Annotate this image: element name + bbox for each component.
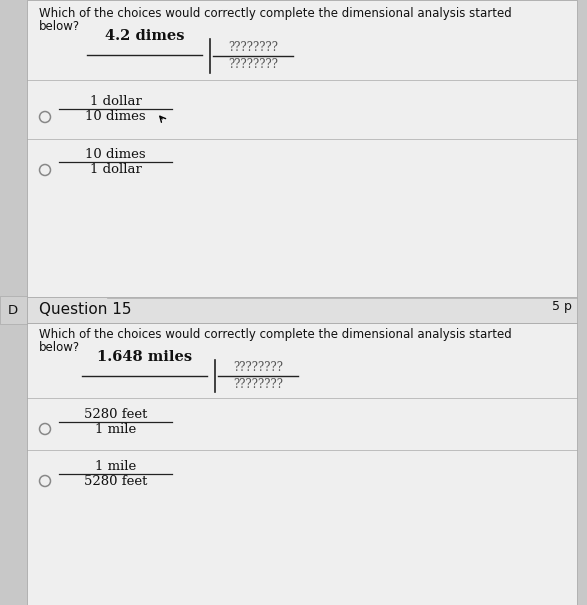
Text: 5280 feet: 5280 feet (84, 408, 147, 421)
Bar (27, 297, 577, 605)
Text: below?: below? (39, 20, 80, 33)
Text: 1.648 miles: 1.648 miles (97, 350, 192, 364)
Text: Which of the choices would correctly complete the dimensional analysis started: Which of the choices would correctly com… (39, 7, 512, 20)
Text: D: D (8, 304, 18, 316)
Text: ????????: ???????? (228, 41, 278, 54)
Text: 1 dollar: 1 dollar (90, 163, 141, 176)
Text: Which of the choices would correctly complete the dimensional analysis started: Which of the choices would correctly com… (39, 328, 512, 341)
Text: 1 mile: 1 mile (95, 460, 136, 473)
Text: ????????: ???????? (228, 58, 278, 71)
Bar (27, 0, 577, 297)
Text: 10 dimes: 10 dimes (85, 110, 146, 123)
Bar (0, 296, 27, 324)
Text: ????????: ???????? (233, 378, 283, 391)
Text: 4.2 dimes: 4.2 dimes (104, 29, 184, 43)
Text: 1 mile: 1 mile (95, 423, 136, 436)
Text: ????????: ???????? (233, 361, 283, 374)
Bar (27, 297, 577, 323)
Text: 1 dollar: 1 dollar (90, 95, 141, 108)
Text: below?: below? (39, 341, 80, 354)
Text: 5280 feet: 5280 feet (84, 475, 147, 488)
Text: 10 dimes: 10 dimes (85, 148, 146, 161)
Text: 5 p: 5 p (552, 300, 572, 313)
Text: Question 15: Question 15 (39, 302, 131, 318)
